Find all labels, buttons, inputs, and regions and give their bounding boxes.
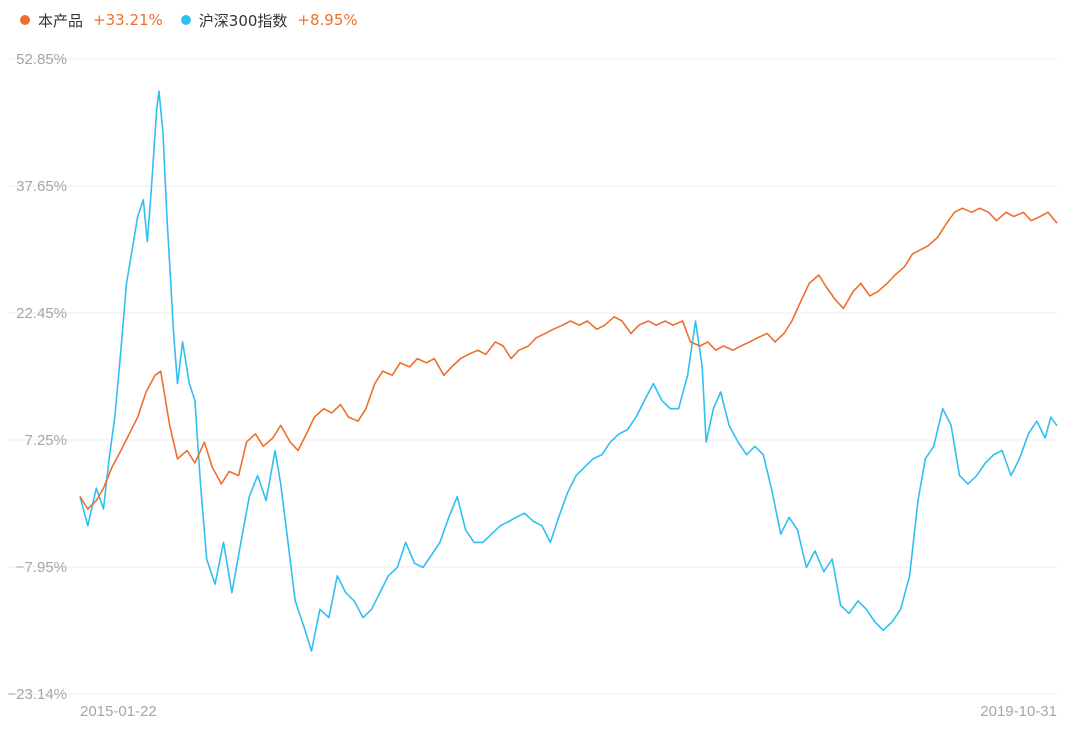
y-tick-label: 22.45% xyxy=(16,305,67,322)
legend-return-index: +8.95% xyxy=(297,11,358,29)
legend-item-index[interactable]: 沪深300指数 +8.95% xyxy=(180,10,358,31)
legend-label-product: 本产品 xyxy=(38,11,84,30)
x-tick-label: 2019-10-31 xyxy=(980,703,1057,720)
legend-dot-product xyxy=(20,15,30,25)
series-line xyxy=(79,90,1058,652)
legend: 本产品 +33.21% 沪深300指数 +8.95% xyxy=(20,8,376,32)
legend-return-product: +33.21% xyxy=(93,11,163,29)
y-tick-label: 7.25% xyxy=(24,432,67,449)
legend-dot-index xyxy=(180,15,191,25)
legend-label-index: 沪深300指数 xyxy=(198,11,288,30)
series-lines xyxy=(79,90,1058,652)
y-tick-label: −23.14% xyxy=(7,686,67,703)
x-tick-label: 2015-01-22 xyxy=(80,703,157,720)
legend-item-product[interactable]: 本产品 +33.21% xyxy=(20,10,163,31)
y-axis-ticks: 52.85% 37.65% 22.45% 7.25% −7.95% −23.14% xyxy=(7,51,67,703)
series-line xyxy=(79,207,1058,510)
x-axis-ticks: 2015-01-22 2019-10-31 xyxy=(80,703,1057,720)
y-tick-label: 52.85% xyxy=(16,51,67,68)
y-tick-label: 37.65% xyxy=(16,178,67,195)
gridlines xyxy=(8,58,1057,695)
y-tick-label: −7.95% xyxy=(16,559,67,576)
